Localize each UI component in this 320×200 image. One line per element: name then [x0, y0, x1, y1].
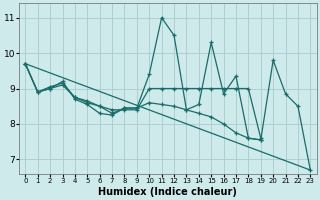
- X-axis label: Humidex (Indice chaleur): Humidex (Indice chaleur): [98, 187, 237, 197]
